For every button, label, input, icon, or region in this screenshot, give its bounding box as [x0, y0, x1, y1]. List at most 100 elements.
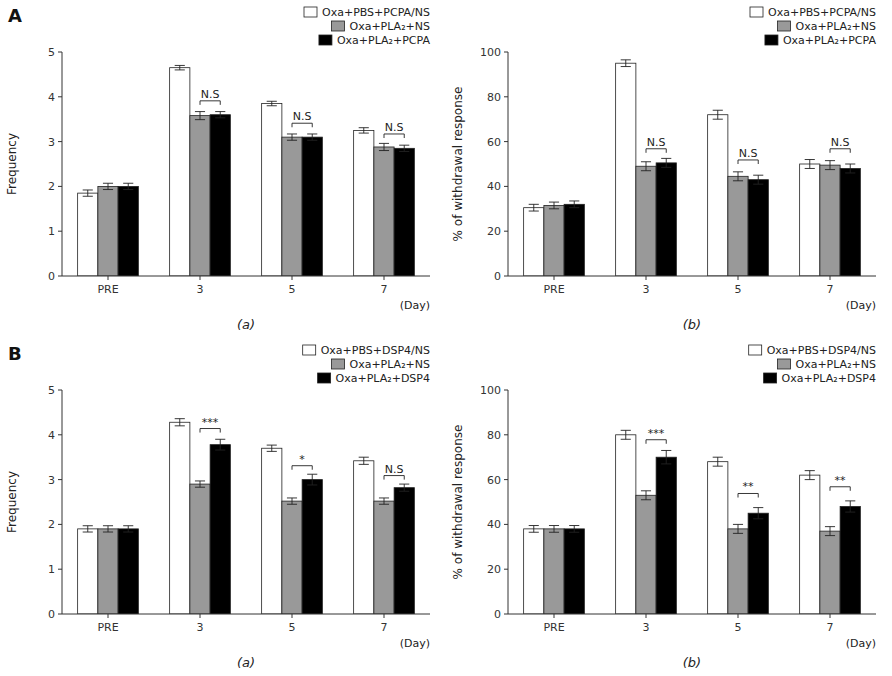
x-tick — [200, 614, 201, 618]
bar — [170, 422, 190, 614]
x-tick-label: 7 — [827, 621, 834, 634]
legend-label: Oxa+PBS+DSP4/NS — [321, 344, 430, 357]
y-tick-label: 80 — [487, 429, 501, 442]
significance-label: N.S — [739, 147, 758, 160]
x-axis-label: (Day) — [846, 299, 876, 312]
significance-label: * — [299, 453, 305, 466]
bar — [374, 501, 394, 614]
significance-bracket — [830, 487, 850, 491]
y-tick — [504, 186, 508, 187]
error-bar — [399, 484, 409, 491]
legend: Oxa+PBS+PCPA/NSOxa+PLA₂+NSOxa+PLA₂+PCPA — [304, 6, 430, 47]
legend-swatch — [331, 21, 344, 31]
error-bar — [569, 201, 579, 208]
y-tick-label: 1 — [48, 563, 55, 576]
y-tick-label: 20 — [487, 563, 501, 576]
legend-swatch — [331, 359, 344, 369]
bar — [98, 529, 118, 614]
bar — [748, 180, 768, 276]
significance-bracket — [384, 476, 404, 480]
error-bar — [307, 134, 317, 140]
x-tick-label: 5 — [735, 621, 742, 634]
legend-label: Oxa+PBS+PCPA/NS — [322, 6, 430, 19]
y-tick — [504, 390, 508, 391]
bar — [98, 186, 118, 276]
chart-figure: 012345PRE357Frequency(Day)(a)N.SN.SN.SOx… — [0, 0, 892, 676]
y-tick-label: 0 — [494, 270, 501, 283]
x-axis-label: (Day) — [846, 637, 876, 650]
bar — [636, 495, 656, 614]
chart-panel: 012345PRE357Frequency(Day)(a)N.SN.SN.SOx… — [5, 5, 430, 332]
error-bar — [549, 526, 559, 533]
error-bar — [825, 527, 835, 536]
legend-label: Oxa+PLA₂+PCPA — [783, 34, 877, 47]
error-bar — [379, 143, 389, 150]
legend-swatch — [777, 21, 790, 31]
x-tick — [108, 614, 109, 618]
y-tick-label: 100 — [480, 384, 501, 397]
error-bar — [753, 175, 763, 184]
legend-swatch — [304, 7, 317, 17]
significance-label: *** — [648, 427, 665, 440]
bar — [544, 529, 564, 614]
bar — [636, 166, 656, 276]
x-tick — [830, 614, 831, 618]
y-tick-label: 2 — [48, 180, 55, 193]
x-tick-label: 5 — [289, 283, 296, 296]
y-tick — [58, 52, 62, 53]
x-tick-label: 7 — [827, 283, 834, 296]
x-tick-label: 7 — [381, 283, 388, 296]
y-tick — [58, 141, 62, 142]
significance-bracket — [738, 160, 758, 164]
bar — [118, 529, 138, 614]
y-tick-label: 4 — [48, 91, 55, 104]
error-bar — [83, 526, 93, 532]
x-tick-label: PRE — [543, 283, 564, 296]
bar — [748, 513, 768, 614]
error-bar — [215, 439, 225, 450]
y-tick — [58, 479, 62, 480]
y-tick-label: 60 — [487, 136, 501, 149]
significance-label: N.S — [293, 110, 312, 123]
legend-swatch — [318, 373, 331, 383]
bar — [210, 115, 230, 276]
y-tick — [58, 614, 62, 615]
y-tick-label: 5 — [48, 384, 55, 397]
significance-bracket — [292, 123, 312, 127]
bar — [302, 137, 322, 276]
error-bar — [287, 498, 297, 504]
legend-swatch — [777, 359, 790, 369]
error-bar — [825, 161, 835, 170]
y-tick-label: 80 — [487, 91, 501, 104]
error-bar — [621, 430, 631, 439]
x-axis-line — [62, 276, 430, 277]
panel-label: B — [8, 343, 22, 364]
bar — [728, 529, 748, 614]
legend-swatch — [750, 7, 763, 17]
y-axis-label: Frequency — [5, 471, 19, 533]
significance-bracket — [200, 101, 220, 105]
significance-bracket — [292, 466, 312, 470]
significance-label: N.S — [647, 136, 666, 149]
significance-label: N.S — [831, 136, 850, 149]
y-tick — [504, 434, 508, 435]
error-bar — [569, 526, 579, 533]
x-tick-label: 3 — [197, 621, 204, 634]
x-tick-label: PRE — [97, 621, 118, 634]
y-tick — [58, 524, 62, 525]
y-tick — [504, 96, 508, 97]
plot-marks — [78, 419, 415, 614]
x-tick — [292, 276, 293, 280]
x-tick-label: PRE — [543, 621, 564, 634]
legend-swatch — [764, 373, 777, 383]
error-bar — [661, 158, 671, 167]
bar — [800, 164, 820, 276]
legend-swatch — [749, 345, 762, 355]
y-tick-label: 5 — [48, 46, 55, 59]
y-tick-label: 4 — [48, 429, 55, 442]
subtitle: (a) — [237, 655, 255, 670]
bar — [190, 484, 210, 614]
error-bar — [103, 183, 113, 189]
panel-label: A — [8, 5, 22, 26]
legend: Oxa+PBS+DSP4/NSOxa+PLA₂+NSOxa+PLA₂+DSP4 — [303, 344, 430, 385]
